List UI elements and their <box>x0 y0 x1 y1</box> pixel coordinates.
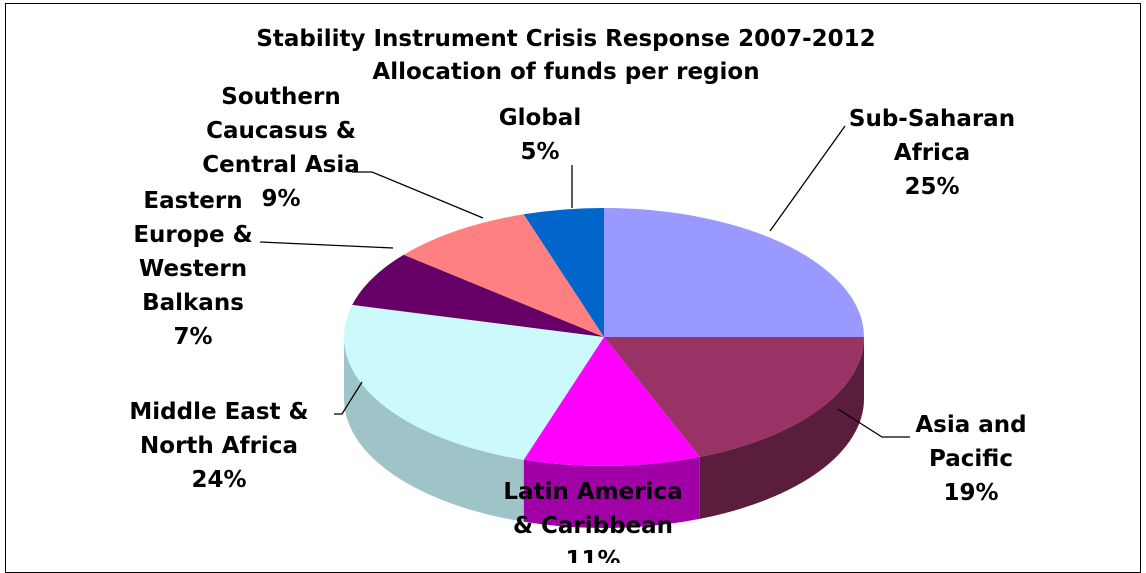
slice-label-line: Central Asia <box>202 152 360 178</box>
slice-label-eastern-europe-western-balkans: Eastern Europe & Western Balkans 7% <box>133 188 252 350</box>
leader-line-middle-east-north-africa <box>334 381 363 415</box>
pie-side-middle-east-north-africa <box>343 337 524 522</box>
slice-label-latin-america-caribbean: Latin America & Caribbean 11% <box>503 479 682 563</box>
slice-label-asia-and-pacific: Asia and Pacific 19% <box>915 412 1026 506</box>
slice-labels: Sub-Saharan Africa 25% Asia and Pacific 19% La… <box>129 84 1026 563</box>
slice-label-line: Sub-Saharan <box>849 106 1015 132</box>
slice-label-line: Eastern <box>143 188 242 214</box>
slice-label-sub-saharan-africa: Sub-Saharan Africa 25% <box>849 106 1015 200</box>
leader-line-eastern-europe-western-balkans <box>259 241 394 249</box>
pie-slice-global <box>523 208 604 337</box>
slice-label-line: Caucasus & <box>206 118 356 144</box>
pie-slice-latin-america-caribbean <box>523 337 700 466</box>
leader-line-southern-caucasus-central-asia <box>352 171 484 219</box>
pie-side-asia-and-pacific <box>699 337 864 519</box>
pie-slice-sub-saharan-africa <box>604 208 864 337</box>
slice-label-line: Asia and <box>915 412 1026 438</box>
slice-label-line: Southern <box>221 84 340 110</box>
pie-slices <box>343 208 864 528</box>
slice-label-line: Global <box>499 105 581 131</box>
slice-label-line: 25% <box>904 174 959 200</box>
slice-label-line: 7% <box>173 324 212 350</box>
slice-label-line: North Africa <box>140 433 298 459</box>
slice-label-line: Balkans <box>142 290 244 316</box>
pie-slice-asia-and-pacific <box>604 337 864 457</box>
leader-lines <box>259 125 910 438</box>
slice-label-global: Global 5% <box>499 105 581 165</box>
slice-label-line: 5% <box>520 139 559 165</box>
slice-label-line: Western <box>139 256 247 282</box>
slice-label-line: & Caribbean <box>513 513 673 539</box>
chart-subtitle: Allocation of funds per region <box>372 59 759 85</box>
slice-label-line: Africa <box>894 140 970 166</box>
pie-side-latin-america-caribbean <box>523 456 700 528</box>
slice-label-line: 24% <box>191 467 246 493</box>
slice-label-line: 11% <box>565 547 620 563</box>
pie-slice-southern-caucasus-central-asia <box>403 214 604 337</box>
slice-label-line: Middle East & <box>129 399 308 425</box>
leader-line-asia-and-pacific <box>837 408 910 438</box>
slice-label-middle-east-north-africa: Middle East & North Africa 24% <box>129 399 308 493</box>
slice-label-line: Latin America <box>503 479 682 505</box>
slice-label-line: Europe & <box>133 222 252 248</box>
chart-title: Stability Instrument Crisis Response 200… <box>256 26 875 52</box>
slice-label-line: 19% <box>943 480 998 506</box>
slice-label-line: Pacific <box>929 446 1013 472</box>
leader-line-sub-saharan-africa <box>769 125 846 232</box>
pie-slice-eastern-europe-western-balkans <box>352 254 604 337</box>
pie-slice-middle-east-north-africa <box>344 304 604 460</box>
slice-label-line: 9% <box>261 186 300 212</box>
slice-label-southern-caucasus-central-asia: Southern Caucasus & Central Asia 9% <box>202 84 360 212</box>
